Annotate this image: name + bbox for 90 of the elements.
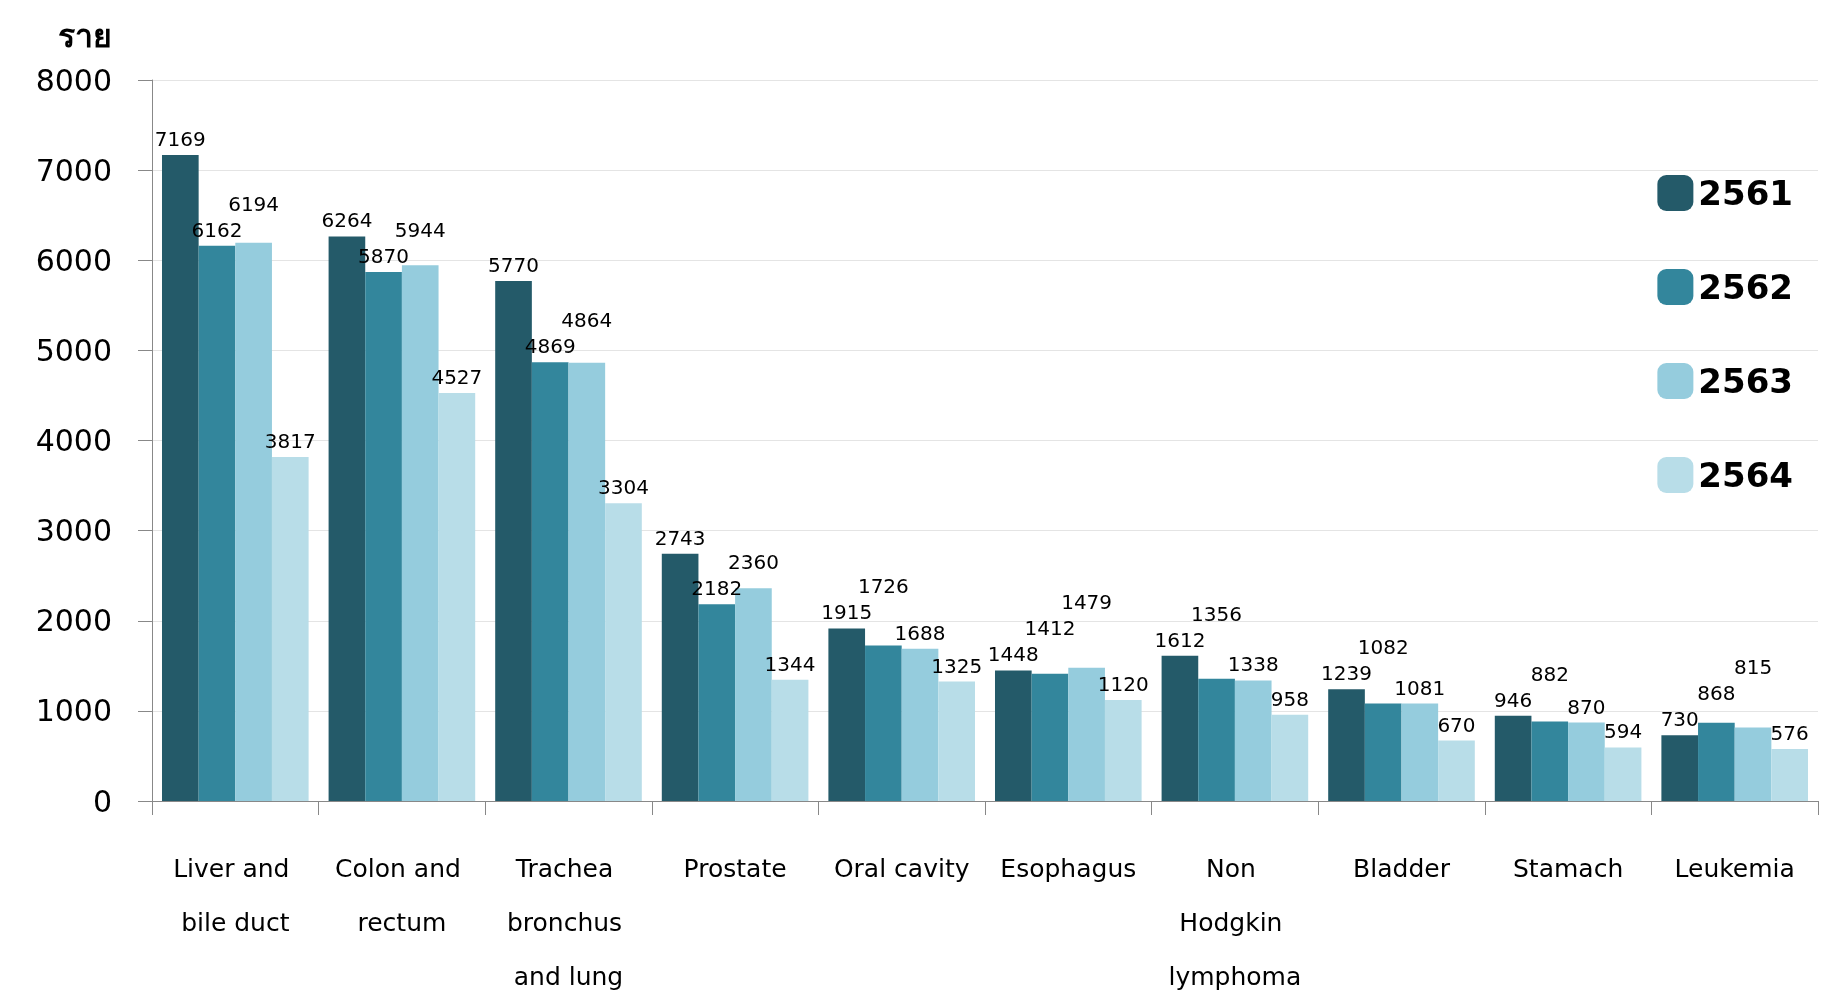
x-tick-label: Liver and bile duct xyxy=(173,853,298,937)
data-label: 2743 xyxy=(654,525,706,550)
bar xyxy=(1698,722,1735,801)
data-label: 868 xyxy=(1697,681,1736,706)
data-label: 2360 xyxy=(727,550,779,575)
data-label: 1338 xyxy=(1227,652,1279,677)
bar xyxy=(995,670,1032,801)
legend-label: 2564 xyxy=(1698,455,1794,495)
bar xyxy=(531,362,569,801)
data-label: 1412 xyxy=(1024,616,1076,641)
y-tick-label: 3000 xyxy=(35,513,112,549)
bar xyxy=(1438,740,1475,801)
x-tick-label: Non Hodgkin lymphoma xyxy=(1168,853,1302,991)
data-label: 3304 xyxy=(598,475,649,500)
bar xyxy=(1734,727,1772,801)
x-tick-label: Colon and rectum xyxy=(335,853,469,937)
legend-label: 2563 xyxy=(1698,361,1794,401)
bar xyxy=(438,393,476,801)
bar xyxy=(828,628,866,801)
data-label: 958 xyxy=(1270,686,1309,711)
y-axis-title: ราย xyxy=(58,17,112,55)
legend-label: 2561 xyxy=(1698,173,1794,213)
x-tick-label: Leukemia xyxy=(1674,853,1795,883)
x-tick-label: Bladder xyxy=(1353,853,1451,883)
x-tick-label: Prostate xyxy=(683,853,787,883)
bar xyxy=(1364,703,1402,801)
y-tick-label: 0 xyxy=(92,783,112,819)
bar xyxy=(771,679,809,801)
data-label: 870 xyxy=(1567,694,1606,719)
bar xyxy=(865,645,902,801)
bar xyxy=(1161,655,1199,801)
bar xyxy=(1198,678,1235,801)
bar xyxy=(1604,747,1642,801)
bar xyxy=(1234,680,1272,801)
bar xyxy=(1568,722,1605,801)
y-tick-label: 4000 xyxy=(35,423,112,458)
data-label: 1081 xyxy=(1394,675,1446,700)
data-label: 1120 xyxy=(1097,672,1149,697)
data-label: 1344 xyxy=(764,651,816,676)
bar xyxy=(698,604,736,801)
data-label: 815 xyxy=(1733,655,1773,680)
y-tick-label: 1000 xyxy=(35,693,112,729)
data-label: 1239 xyxy=(1321,661,1372,686)
data-label: 1612 xyxy=(1154,627,1206,652)
data-label: 670 xyxy=(1437,712,1476,737)
legend-label: 2562 xyxy=(1698,267,1794,307)
bar xyxy=(365,271,402,801)
data-label: 1356 xyxy=(1191,601,1243,626)
y-tick-label: 8000 xyxy=(35,62,112,98)
data-label: 576 xyxy=(1770,721,1809,746)
data-label: 7169 xyxy=(154,126,206,151)
bar xyxy=(1401,703,1439,801)
bar xyxy=(198,245,236,801)
y-tick-label: 2000 xyxy=(35,603,112,639)
data-label: 4527 xyxy=(431,365,483,389)
bar xyxy=(938,681,975,801)
data-label: 594 xyxy=(1603,719,1643,744)
data-label: 1325 xyxy=(931,653,983,678)
bar xyxy=(1771,749,1808,801)
data-label: 4864 xyxy=(561,308,613,333)
data-label: 946 xyxy=(1494,687,1533,712)
bar xyxy=(605,503,642,801)
data-label: 1726 xyxy=(857,574,909,599)
bar xyxy=(1031,673,1069,801)
bar xyxy=(1531,721,1569,801)
x-tick-label: Trachea bronchus and lung xyxy=(506,853,631,991)
data-label: 730 xyxy=(1660,707,1699,732)
data-label: 1688 xyxy=(894,620,946,645)
bar xyxy=(271,456,309,801)
data-label: 5944 xyxy=(394,217,446,242)
bar xyxy=(1104,700,1142,801)
data-label: 1479 xyxy=(1061,590,1113,615)
data-label: 1915 xyxy=(821,600,873,625)
data-label: 6194 xyxy=(228,191,280,216)
data-label: 1082 xyxy=(1357,635,1409,660)
x-tick-label: Stamach xyxy=(1512,853,1624,883)
bar xyxy=(1661,735,1699,801)
data-label: 5770 xyxy=(488,252,539,277)
x-tick-label: Esophagus xyxy=(1000,853,1137,883)
bar xyxy=(1328,689,1365,801)
y-tick-label: 7000 xyxy=(35,152,112,188)
bar xyxy=(1494,715,1532,801)
y-tick-label: 6000 xyxy=(35,242,112,278)
y-tick-label: 5000 xyxy=(35,332,112,368)
data-label: 882 xyxy=(1530,661,1569,686)
data-label: 1448 xyxy=(987,642,1039,667)
bar xyxy=(1271,714,1309,801)
data-label: 3817 xyxy=(264,428,316,453)
data-label: 6264 xyxy=(321,208,373,233)
x-tick-label: Oral cavity xyxy=(833,853,970,883)
